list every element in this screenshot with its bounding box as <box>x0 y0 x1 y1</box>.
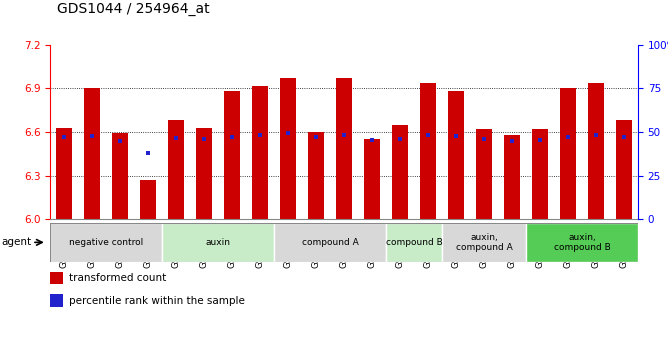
Bar <box>392 125 407 219</box>
Text: GDS1044 / 254964_at: GDS1044 / 254964_at <box>57 1 209 16</box>
Bar <box>50 272 63 284</box>
Bar <box>526 223 638 262</box>
Bar <box>420 82 436 219</box>
Bar <box>224 91 240 219</box>
Text: compound B: compound B <box>385 238 442 247</box>
Text: agent: agent <box>1 237 31 247</box>
Bar <box>274 223 386 262</box>
Bar <box>504 135 520 219</box>
Text: auxin,
compound B: auxin, compound B <box>554 233 611 252</box>
Bar <box>168 120 184 219</box>
Bar <box>84 88 100 219</box>
Bar <box>56 128 71 219</box>
Bar <box>50 294 63 307</box>
Bar <box>309 132 324 219</box>
Bar <box>50 223 162 262</box>
Bar <box>162 223 274 262</box>
Text: negative control: negative control <box>69 238 143 247</box>
Bar <box>476 129 492 219</box>
Bar <box>112 134 128 219</box>
Text: auxin: auxin <box>206 238 230 247</box>
Bar <box>253 86 268 219</box>
Bar <box>617 120 632 219</box>
Text: percentile rank within the sample: percentile rank within the sample <box>69 296 245 306</box>
Bar <box>560 88 576 219</box>
Bar <box>589 82 604 219</box>
Bar <box>386 223 442 262</box>
Bar <box>196 128 212 219</box>
Text: transformed count: transformed count <box>69 273 167 283</box>
Bar <box>442 223 526 262</box>
Bar <box>336 78 352 219</box>
Text: compound A: compound A <box>302 238 359 247</box>
Bar <box>364 139 379 219</box>
Bar <box>532 129 548 219</box>
Bar <box>448 91 464 219</box>
Text: auxin,
compound A: auxin, compound A <box>456 233 512 252</box>
Bar <box>140 180 156 219</box>
Bar <box>281 78 296 219</box>
